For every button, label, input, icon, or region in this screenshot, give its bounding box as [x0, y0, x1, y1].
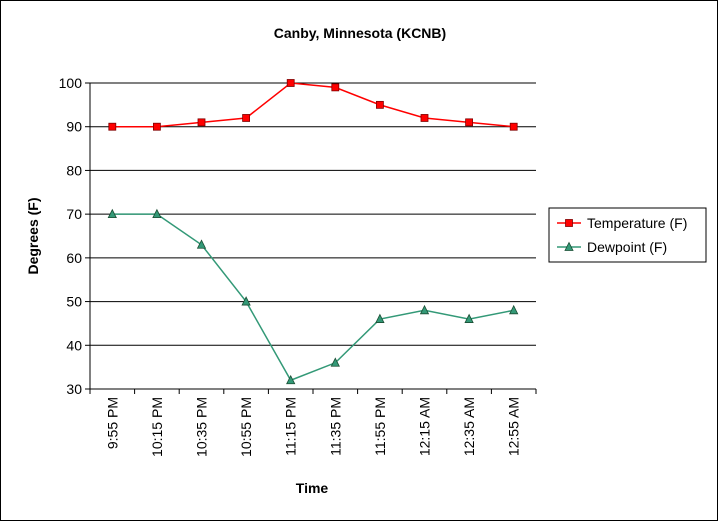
x-tick-label: 10:55 PM	[238, 397, 254, 457]
marker	[197, 118, 206, 127]
marker	[331, 83, 340, 92]
y-tick-label: 40	[66, 337, 82, 353]
x-tick-label: 12:15 AM	[417, 397, 433, 456]
x-tick-label: 11:15 PM	[283, 397, 299, 456]
marker	[465, 118, 474, 127]
marker	[152, 122, 161, 131]
x-tick-label: 12:55 AM	[506, 397, 522, 456]
legend-marker	[564, 241, 574, 251]
marker	[196, 239, 207, 249]
legend-marker	[565, 219, 573, 227]
marker	[286, 374, 296, 385]
marker	[107, 208, 117, 219]
x-tick-label: 12:35 AM	[461, 397, 477, 456]
marker	[241, 296, 251, 306]
legend-box	[548, 207, 707, 263]
x-tick-label: 11:55 PM	[372, 397, 388, 456]
marker	[420, 114, 429, 122]
marker	[375, 100, 384, 109]
y-tick-label: 100	[59, 75, 83, 91]
marker	[330, 357, 340, 367]
marker	[464, 313, 474, 323]
marker	[509, 304, 519, 315]
marker	[286, 79, 295, 87]
y-tick-label: 50	[66, 294, 82, 310]
x-axis-label: Time	[296, 480, 329, 496]
y-tick-label: 30	[66, 381, 82, 397]
marker	[242, 114, 251, 122]
legend-label: Dewpoint (F)	[587, 239, 667, 255]
x-tick-label: 9:55 PM	[104, 397, 120, 449]
y-tick-label: 60	[66, 250, 82, 266]
y-tick-label: 90	[66, 119, 82, 135]
x-tick-label: 10:35 PM	[194, 397, 210, 457]
chart-title: Canby, Minnesota (KCNB)	[274, 25, 446, 41]
marker	[152, 208, 162, 219]
marker	[108, 122, 117, 131]
series-line	[112, 82, 514, 128]
y-axis-label: Degrees (F)	[25, 197, 41, 274]
x-tick-label: 10:15 PM	[149, 397, 165, 457]
marker	[419, 304, 430, 315]
marker	[509, 122, 518, 131]
legend-label: Temperature (F)	[587, 215, 687, 231]
x-tick-label: 11:35 PM	[327, 397, 343, 456]
y-tick-label: 80	[66, 162, 82, 178]
marker	[375, 313, 385, 323]
series-line	[112, 213, 514, 382]
y-tick-label: 70	[66, 206, 82, 222]
